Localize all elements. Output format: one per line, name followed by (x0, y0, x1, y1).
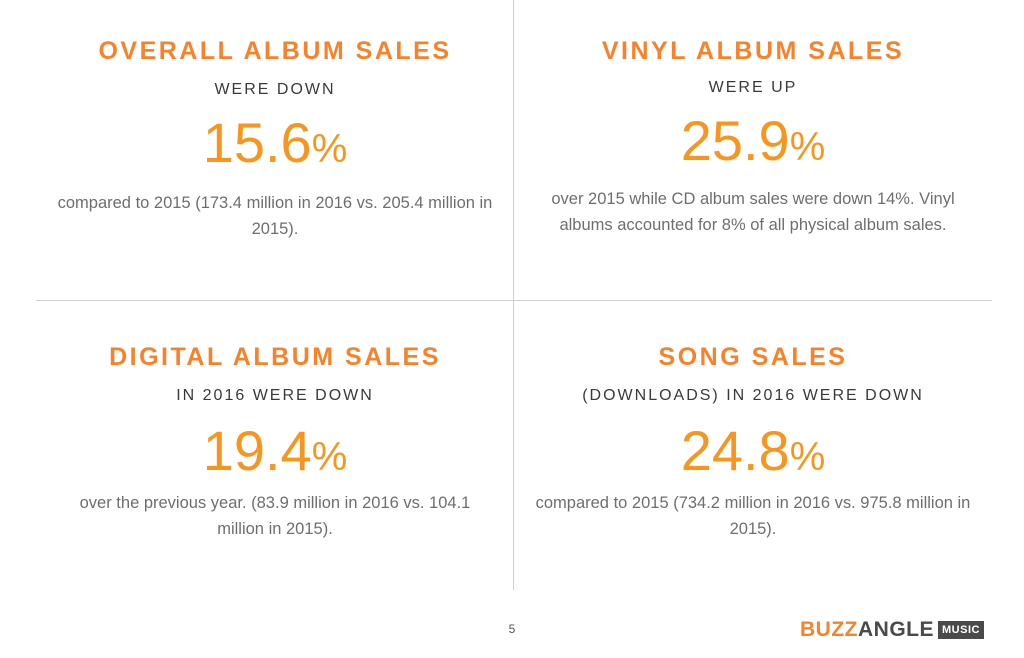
horizontal-divider (36, 300, 992, 301)
panel-description: compared to 2015 (734.2 million in 2016 … (535, 494, 971, 538)
buzzangle-logo: BUZZ ANGLE MUSIC (800, 618, 984, 642)
logo-buzz-text: BUZZ (800, 618, 858, 641)
panel-stat: 24.8% (514, 420, 992, 488)
panel-description: compared to 2015 (173.4 million in 2016 … (57, 194, 493, 238)
panel-stat: 25.9% (514, 110, 992, 178)
page-number: 5 (508, 622, 516, 636)
panel-heading: VINYL ALBUM SALES (601, 37, 905, 65)
panel-overall-album-sales: OVERALL ALBUM SALES WERE DOWN 15.6% comp… (36, 36, 514, 242)
panel-subheading: (DOWNLOADS) IN 2016 WERE DOWN (582, 387, 924, 404)
panel-subheading: WERE UP (708, 79, 798, 96)
panel-stat: 19.4% (36, 420, 514, 488)
panel-stat: 15.6% (36, 112, 514, 180)
stat-unit: % (789, 435, 826, 479)
panel-heading: DIGITAL ALBUM SALES (109, 343, 441, 371)
panel-vinyl-album-sales: VINYL ALBUM SALES WERE UP 25.9% over 201… (514, 36, 992, 238)
stat-unit: % (311, 435, 348, 479)
panel-description: over 2015 while CD album sales were down… (551, 190, 955, 234)
panel-description: over the previous year. (83.9 million in… (79, 494, 471, 538)
panel-heading: OVERALL ALBUM SALES (98, 37, 452, 65)
stat-value: 24.8 (680, 419, 790, 482)
stat-unit: % (789, 125, 826, 169)
panel-digital-album-sales: DIGITAL ALBUM SALES IN 2016 WERE DOWN 19… (36, 342, 514, 542)
panel-subheading: WERE DOWN (214, 81, 336, 98)
stat-value: 19.4 (202, 419, 312, 482)
stat-value: 15.6 (202, 111, 312, 174)
stat-unit: % (311, 127, 348, 171)
panel-subheading: IN 2016 WERE DOWN (176, 387, 374, 404)
panel-song-sales: SONG SALES (DOWNLOADS) IN 2016 WERE DOWN… (514, 342, 992, 542)
logo-music-badge: MUSIC (938, 621, 984, 639)
vertical-divider (513, 0, 514, 590)
logo-angle-text: ANGLE (858, 618, 934, 641)
panel-heading: SONG SALES (658, 343, 848, 371)
stat-value: 25.9 (680, 109, 790, 172)
